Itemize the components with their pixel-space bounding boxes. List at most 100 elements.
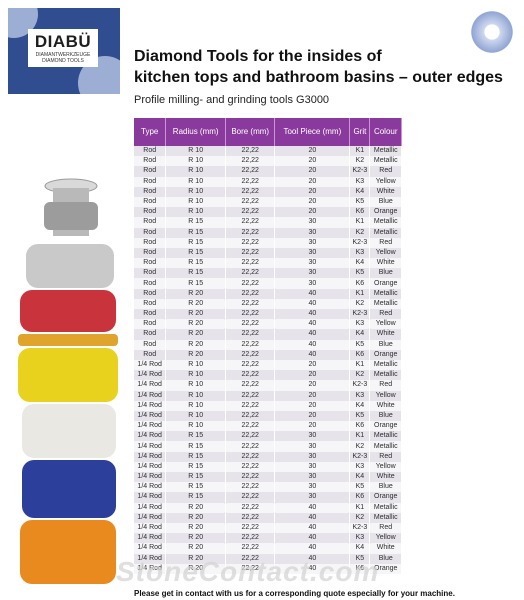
table-row: Rod R 10 22,22 20 K5 Blue [134,196,402,208]
table-cell: Red [369,166,402,177]
table-cell: K4 [349,400,371,411]
table-cell: 20 [274,421,351,432]
table-cell: 22,22 [225,410,276,422]
table-cell: Rod [134,298,167,309]
table-cell: 20 [274,196,351,208]
table-cell: Rod [134,176,167,187]
table-row: Rod R 20 22,22 40 K5 Blue [134,339,402,350]
table-row: Rod R 10 22,22 20 K4 White [134,186,402,197]
table-cell: 22,22 [225,553,276,564]
table-cell: Rod [134,329,167,340]
table-cell: R 10 [165,207,226,218]
table-cell: K6 [349,349,371,360]
table-cell: 30 [274,441,351,452]
logo-brand: DIABÜ [34,32,92,51]
table-cell: R 10 [165,166,226,177]
table-cell: 22,22 [225,492,276,503]
table-cell: 30 [274,461,351,472]
table-cell: 1/4 Rod [134,359,167,371]
title-line-2: kitchen tops and bathroom basins – outer… [134,69,503,86]
table-cell: 40 [274,502,351,513]
title-line-1: Diamond Tools for the insides of [134,48,382,65]
table-cell: R 20 [165,533,226,544]
table-cell: K3 [349,247,371,259]
table-cell: R 15 [165,237,226,248]
table-row: 1/4 Rod R 15 22,22 30 K2 Metallic [134,441,402,452]
table-cell: Rod [134,207,167,218]
table-cell: R 15 [165,492,226,503]
table-cell: Red [369,380,402,391]
table-row: 1/4 Rod R 10 22,22 20 K6 Orange [134,421,402,432]
table-row: Rod R 10 22,22 20 K1 Metallic [134,146,402,157]
table-cell: Rod [134,156,167,167]
table-cell: 22,22 [225,309,276,320]
table-cell: Yellow [369,176,402,187]
tool-profile [44,202,98,230]
red-wheel [20,290,116,332]
table-cell: 1/4 Rod [134,553,167,564]
table-cell: K5 [349,553,371,564]
table-cell: R 10 [165,176,226,187]
table-cell: Metallic [369,146,402,157]
table-cell: 22,22 [225,482,276,493]
table-cell: Blue [369,410,402,422]
table-cell: 22,22 [225,207,276,218]
table-cell: R 15 [165,247,226,259]
table-cell: 22,22 [225,512,276,523]
table-row: Rod R 15 22,22 30 K5 Blue [134,268,402,279]
table-cell: 22,22 [225,502,276,513]
table-cell: 20 [274,146,351,157]
table-cell: Red [369,522,402,534]
table-row: Rod R 20 22,22 40 K4 White [134,329,402,340]
table-cell: R 20 [165,309,226,320]
table-cell: 22,22 [225,390,276,401]
table-row: Rod R 15 22,22 30 K6 Orange [134,278,402,289]
gear-icon [468,8,516,56]
table-cell: Metallic [369,441,402,452]
table-cell: 40 [274,512,351,523]
table-cell: R 10 [165,196,226,208]
table-cell: Metallic [369,217,402,228]
table-cell: R 10 [165,421,226,432]
table-cell: Orange [369,563,402,574]
table-cell: 22,22 [225,472,276,483]
table-row: 1/4 Rod R 15 22,22 30 K5 Blue [134,482,402,493]
table-cell: Blue [369,196,402,208]
table-cell: K5 [349,268,371,279]
table-row: Rod R 10 22,22 20 K2-3 Red [134,166,402,177]
table-cell: K3 [349,533,371,544]
table-cell: K3 [349,176,371,187]
table-cell: 22,22 [225,247,276,259]
table-cell: Rod [134,217,167,228]
table-cell: R 20 [165,563,226,574]
table-cell: 30 [274,492,351,503]
table-cell: R 20 [165,512,226,523]
table-row: 1/4 Rod R 15 22,22 30 K3 Yellow [134,461,402,472]
table-cell: K5 [349,482,371,493]
table-cell: Yellow [369,390,402,401]
table-cell: K2-3 [349,166,371,177]
table-row: Rod R 10 22,22 20 K2 Metallic [134,156,402,167]
watermark: StoneContact.com [116,556,380,587]
table-cell: K4 [349,258,371,269]
table-cell: K2 [349,370,371,381]
logo: DIABÜ DIAMANTWERKZEUGE DIAMOND TOOLS [8,8,120,94]
table-cell: R 15 [165,217,226,228]
table-row: Rod R 20 22,22 40 K3 Yellow [134,319,402,330]
table-cell: 30 [274,278,351,289]
table-cell: 1/4 Rod [134,431,167,442]
table-cell: R 20 [165,339,226,350]
table-cell: K5 [349,196,371,208]
orange-band [18,334,118,346]
table-cell: 20 [274,390,351,401]
table-cell: R 15 [165,441,226,452]
table-cell: Rod [134,278,167,289]
table-cell: R 15 [165,227,226,238]
column-header-grit: Grit [349,118,371,146]
table-cell: Blue [369,553,402,564]
table-cell: 22,22 [225,339,276,350]
table-cell: 22,22 [225,359,276,371]
table-row: Rod R 15 22,22 30 K4 White [134,258,402,269]
table-cell: 22,22 [225,380,276,391]
table-cell: K1 [349,288,371,299]
